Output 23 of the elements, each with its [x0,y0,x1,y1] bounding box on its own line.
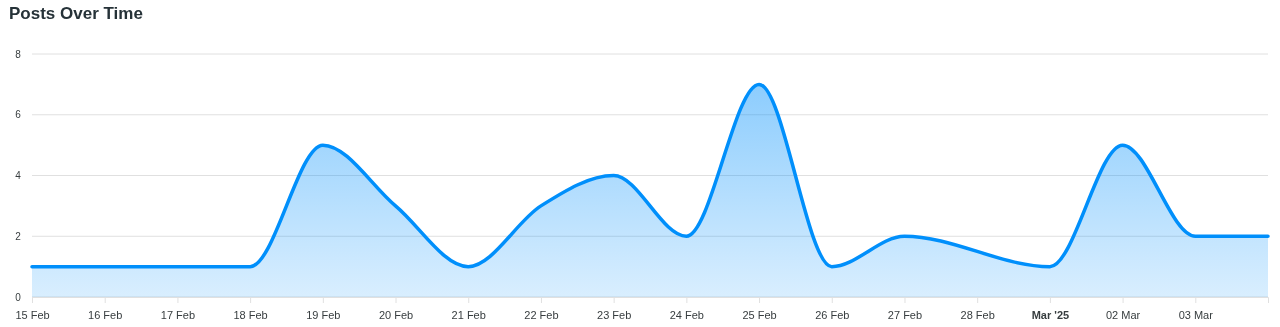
x-tick-label: 17 Feb [160,308,196,321]
x-tick-label: 24 Feb [669,308,704,321]
x-tick-label: 25 Feb [742,308,777,321]
y-tick-label: 0 [15,291,22,303]
y-tick-label: 6 [15,109,22,121]
x-tick-label: 20 Feb [378,308,414,321]
x-tick-label: 28 Feb [960,308,995,321]
x-tick-label: 03 Mar [1178,308,1214,321]
x-tick-label: 21 Feb [451,308,486,321]
x-tick-label: Mar '25 [1031,308,1070,321]
x-tick-label: 27 Feb [887,308,923,321]
x-tick-label: 16 Feb [88,308,123,321]
y-tick-label: 2 [15,230,22,242]
x-tick-label: 23 Feb [597,308,632,321]
x-tick-label: 19 Feb [306,308,341,321]
x-tick-label: 18 Feb [233,308,268,321]
x-tick-label: 26 Feb [815,308,850,321]
x-tick-label: 22 Feb [524,308,559,321]
chart-title: Posts Over Time [9,4,143,23]
y-tick-label: 8 [15,48,22,60]
y-tick-label: 4 [15,170,22,182]
x-tick-label: 02 Mar [1105,308,1141,321]
x-tick-label: 15 Feb [15,308,50,321]
